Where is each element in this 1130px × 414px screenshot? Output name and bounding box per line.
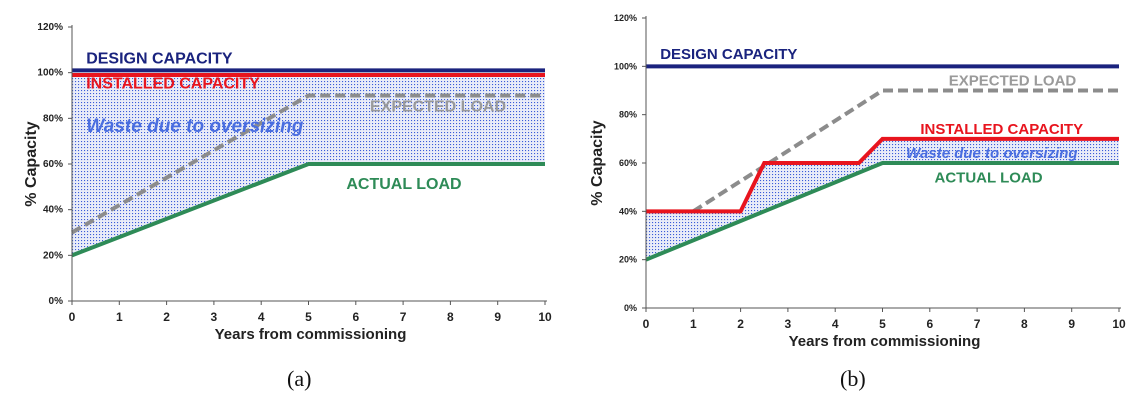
series-expected-load <box>70 93 545 235</box>
x-tick-label: 8 <box>447 310 454 324</box>
series-actual-load <box>71 162 545 258</box>
y-tick-label: 60% <box>619 158 637 168</box>
waste-shaded-region <box>646 138 1119 260</box>
y-tick-label: 20% <box>43 250 63 261</box>
y-tick-label: 100% <box>614 61 637 71</box>
annotation-waste-due-to-oversizing: Waste due to oversizing <box>906 145 1077 162</box>
y-tick-label: 0% <box>49 296 64 307</box>
x-axis-label: Years from commissioning <box>215 326 407 343</box>
x-tick-label: 3 <box>785 317 792 331</box>
annotation-design-capacity: DESIGN CAPACITY <box>86 51 233 68</box>
y-axis-label: % Capacity <box>23 121 40 206</box>
annotation-design-capacity: DESIGN CAPACITY <box>660 46 797 63</box>
annotation-actual-load: ACTUAL LOAD <box>935 169 1043 186</box>
annotation-expected-load: EXPECTED LOAD <box>370 98 506 115</box>
y-tick-label: 60% <box>43 159 63 170</box>
x-tick-label: 1 <box>690 317 697 331</box>
x-tick-label: 6 <box>926 317 933 331</box>
annotation-installed-capacity: INSTALLED CAPACITY <box>920 121 1083 138</box>
y-tick-label: 40% <box>43 205 63 216</box>
x-tick-label: 3 <box>211 310 218 324</box>
series-expected-load <box>692 88 1119 214</box>
x-tick-label: 0 <box>643 317 650 331</box>
x-tick-label: 2 <box>737 317 744 331</box>
y-tick-label: 40% <box>619 206 637 216</box>
y-tick-label: 120% <box>614 13 637 23</box>
x-tick-label: 5 <box>879 317 886 331</box>
annotation-installed-capacity: INSTALLED CAPACITY <box>86 76 260 93</box>
x-tick-label: 6 <box>352 310 359 324</box>
chart-b: 0% 20% 40% 60% 80% 100% 120% 0 1 2 3 4 5 6 7 8 9 10 Years … <box>589 13 1126 350</box>
x-tick-label: 2 <box>163 310 170 324</box>
x-tick-label: 7 <box>974 317 981 331</box>
x-tick-label: 1 <box>116 310 123 324</box>
y-tick-label: 100% <box>37 68 63 79</box>
x-axis-label: Years from commissioning <box>789 333 981 350</box>
x-tick-label: 4 <box>258 310 265 324</box>
y-tick-label: 20% <box>619 255 637 265</box>
x-tick-label: 10 <box>538 310 552 324</box>
x-tick-label: 4 <box>832 317 839 331</box>
series-installed-capacity <box>646 136 1119 214</box>
x-tick-label: 10 <box>1112 317 1126 331</box>
x-tick-label: 8 <box>1021 317 1028 331</box>
y-tick-label: 120% <box>37 22 63 33</box>
caption-b: (b) <box>840 366 866 391</box>
y-tick-label: 80% <box>619 110 637 120</box>
annotation-actual-load: ACTUAL LOAD <box>346 176 461 193</box>
y-tick-label: 0% <box>624 303 637 313</box>
x-tick-label: 7 <box>400 310 407 324</box>
annotation-expected-load: EXPECTED LOAD <box>949 73 1077 90</box>
x-tick-label: 0 <box>69 310 76 324</box>
y-axis-label: % Capacity <box>589 120 606 205</box>
x-tick-label: 9 <box>494 310 501 324</box>
caption-a: (a) <box>287 366 312 391</box>
annotation-waste-due-to-oversizing: Waste due to oversizing <box>86 116 304 137</box>
x-tick-label: 9 <box>1068 317 1075 331</box>
x-tick-label: 5 <box>305 310 312 324</box>
y-tick-label: 80% <box>43 113 63 124</box>
waste-shaded-region <box>72 74 545 256</box>
series-actual-load <box>645 161 1119 262</box>
chart-a: 0% 20% 40% 60% 80% 100% 120% 0 1 2 3 4 5 6 7 8 9 10 Years … <box>23 22 552 343</box>
